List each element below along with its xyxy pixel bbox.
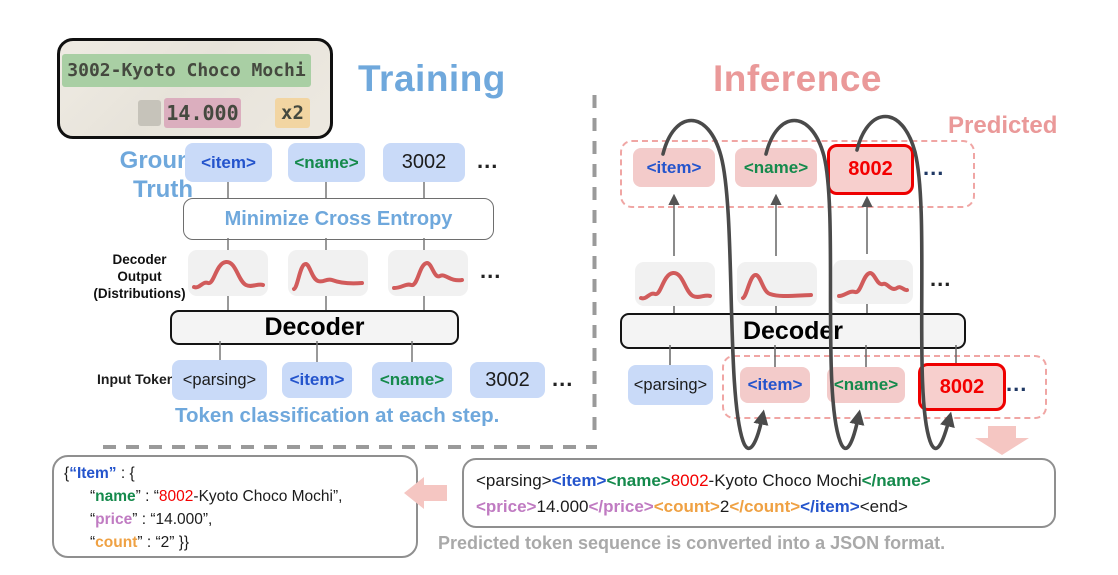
predicted-token-8002: 8002 — [827, 144, 914, 195]
training-title: Training — [358, 58, 506, 99]
json-output-box: {“Item” : { “name” : “8002-Kyoto Choco M… — [52, 455, 418, 558]
decoder-box-training: Decoder — [170, 310, 459, 345]
input-tokens-label: Input Tokens — [97, 371, 184, 387]
decoder-output-line1: Decoder Output — [112, 252, 167, 284]
receipt-item-name-highlight: 3002-Kyoto Choco Mochi — [62, 54, 311, 87]
gt-token-name: <name> — [288, 143, 365, 182]
predicted-ellipsis: ... — [923, 155, 945, 180]
inference-input-ellipsis: ... — [1006, 371, 1028, 396]
input-token-item: <item> — [282, 362, 352, 398]
receipt-qty-highlight: x2 — [275, 98, 310, 128]
down-arrow — [975, 426, 1029, 455]
token-sequence-box: <parsing><item><name>8002-Kyoto Choco Mo… — [462, 458, 1056, 528]
receipt-price-highlight: 14.000 — [164, 98, 241, 128]
distribution-plot — [833, 260, 913, 304]
minimize-cross-entropy-box: Minimize Cross Entropy — [183, 198, 494, 240]
gt-token-3002: 3002 — [383, 143, 465, 182]
inference-input-name: <name> — [827, 367, 905, 403]
receipt-smudge — [138, 100, 161, 126]
distribution-plot — [288, 250, 368, 296]
distribution-ellipsis: ... — [480, 258, 502, 283]
input-token-name: <name> — [372, 362, 452, 398]
inference-title: Inference — [713, 58, 883, 99]
token-sequence-line-2: <price>14.000</price><count>2</count></i… — [476, 496, 908, 516]
distribution-plot — [635, 262, 715, 306]
decoder-box-inference: Decoder — [620, 313, 966, 349]
distribution-plot — [737, 262, 817, 306]
decoder-output-label: Decoder Output (Distributions) — [91, 252, 188, 303]
ground-truth-line2: Truth — [133, 176, 193, 204]
json-line-1: {“Item” : { — [64, 465, 135, 482]
input-token-3002: 3002 — [470, 362, 545, 398]
gt-token-item: <item> — [185, 143, 272, 182]
token-classification-caption: Token classification at each step. — [175, 404, 500, 427]
json-line-2: “name” : “8002-Kyoto Choco Mochi”, — [90, 487, 343, 505]
token-sequence-line-1: <parsing><item><name>8002-Kyoto Choco Mo… — [476, 471, 931, 490]
predicted-token-item: <item> — [633, 148, 715, 187]
gt-ellipsis: ... — [477, 148, 499, 173]
inference-input-8002: 8002 — [918, 363, 1006, 411]
decoder-output-line2: (Distributions) — [93, 285, 186, 301]
receipt-image: 3002-Kyoto Choco Mochi 14.000 x2 — [57, 38, 333, 139]
predicted-label: Predicted — [948, 112, 1058, 139]
inference-input-item: <item> — [740, 367, 810, 403]
predicted-token-name: <name> — [735, 148, 817, 187]
distribution-ellipsis: ... — [930, 266, 952, 291]
input-token-parsing: <parsing> — [172, 360, 267, 400]
distribution-plot — [188, 250, 268, 296]
json-line-4: “count” : “2” }} — [90, 533, 190, 551]
inference-input-parsing: <parsing> — [628, 365, 713, 405]
input-ellipsis: ... — [552, 366, 574, 391]
distribution-plot — [388, 250, 468, 296]
json-line-3: “price” : “14.000”, — [90, 510, 213, 528]
footer-caption: Predicted token sequence is converted in… — [438, 533, 946, 553]
